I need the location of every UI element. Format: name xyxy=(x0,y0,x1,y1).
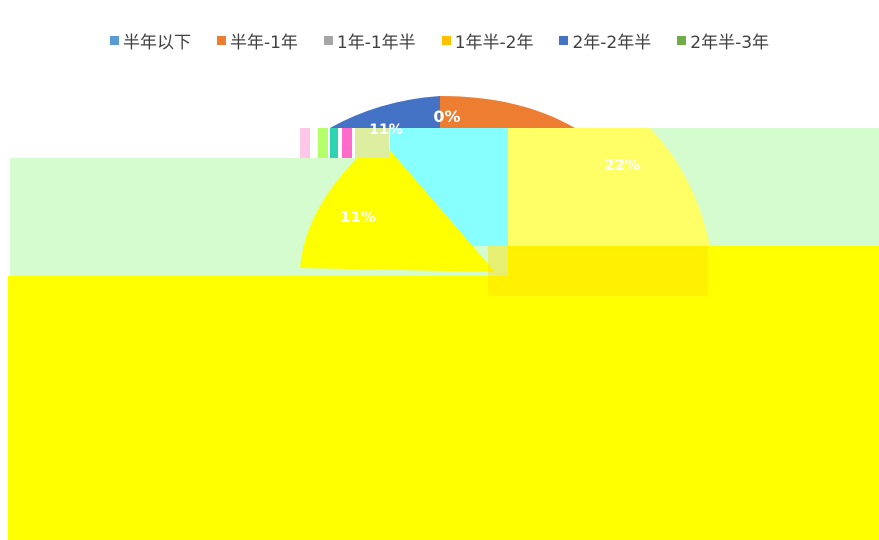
legend-label-1: 半年以下 xyxy=(122,33,191,53)
pie-label-1: 0% xyxy=(433,107,460,126)
legend-item-1: 半年以下 xyxy=(109,28,191,53)
legend-item-3: 1年-1年半 xyxy=(323,28,416,53)
strip-fragment-5 xyxy=(355,128,389,158)
strip-fragment-4 xyxy=(342,128,352,158)
legend-swatch-3 xyxy=(323,36,333,45)
pie-label-4: 11% xyxy=(340,208,376,226)
pie-label-2: 11% xyxy=(369,122,403,138)
legend-swatch-1 xyxy=(109,36,119,45)
strip-fragment-3 xyxy=(330,128,338,158)
yellow-overlay-bottom xyxy=(8,276,879,540)
legend-label-3: 1年-1年半 xyxy=(336,33,416,53)
legend-item-2: 半年-1年 xyxy=(216,28,298,53)
legend-label-4: 1年半-2年 xyxy=(454,33,534,53)
pie-slice-orange xyxy=(440,96,575,128)
legend-item-5: 2年-2年半 xyxy=(559,28,651,53)
chart-legend: 半年以下 半年-1年 1年-1年半 1年半-2年 2年-2年半 2年半-3年 xyxy=(0,28,879,53)
strip-fragment-1 xyxy=(300,128,310,158)
pie-slice-light-yellow xyxy=(508,128,710,246)
legend-swatch-6 xyxy=(677,36,687,45)
yellow-overlay-right xyxy=(508,246,879,276)
legend-swatch-4 xyxy=(441,36,451,45)
strip-fragment-2 xyxy=(318,128,328,158)
pie-slice-blue xyxy=(330,96,440,128)
legend-swatch-5 xyxy=(559,36,569,45)
legend-label-5: 2年-2年半 xyxy=(572,33,652,53)
legend-label-6: 2年半-3年 xyxy=(690,33,770,53)
legend-swatch-2 xyxy=(216,36,226,45)
legend-item-4: 1年半-2年 xyxy=(441,28,534,53)
legend-label-2: 半年-1年 xyxy=(229,33,298,53)
pie-label-3: 22% xyxy=(604,156,640,174)
pie-slice-yellow xyxy=(300,148,495,272)
legend-item-6: 2年半-3年 xyxy=(677,28,769,53)
yellow-overlay-shade xyxy=(488,246,708,296)
strip-fragments xyxy=(300,128,389,158)
